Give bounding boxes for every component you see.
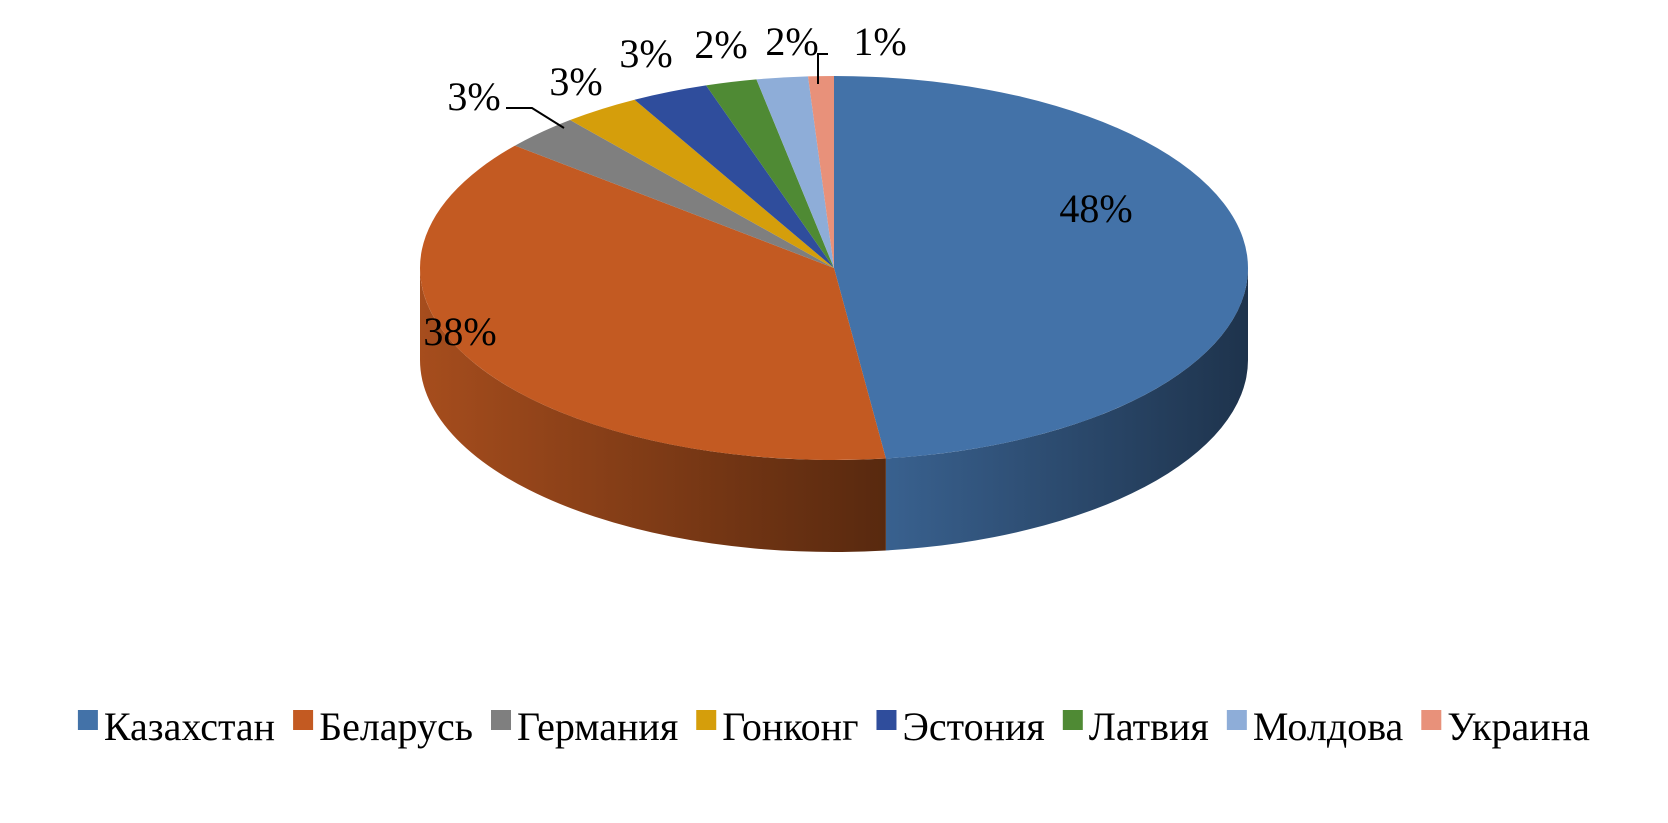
slice-7-молдова: [756, 76, 834, 268]
legend-item-7: Молдова: [1226, 704, 1404, 749]
legend-label-8: Украина: [1447, 704, 1590, 749]
legend-label-2: Беларусь: [319, 704, 473, 749]
legend-label-1: Казахстан: [104, 704, 275, 749]
legend-label-6: Латвия: [1089, 704, 1209, 749]
slice-1-data-label: 48%: [1059, 186, 1132, 231]
slice-2-side-wall: [420, 268, 886, 552]
slice-4-гонконг: [570, 99, 834, 268]
slice-3-data-label: 3%: [447, 74, 500, 119]
slice-6-латвия: [706, 79, 834, 268]
slice-4-data-label: 3%: [549, 59, 602, 104]
legend-marker-7: [1226, 710, 1247, 730]
legend-marker-1: [77, 710, 98, 730]
legend-item-4: Гонконг: [696, 704, 858, 749]
slice-8-data-label: 1%: [853, 19, 906, 64]
slice-3-leader-line: [506, 107, 565, 129]
legend-label-4: Гонконг: [722, 704, 858, 749]
label-leader-lines: [506, 53, 828, 129]
legend-item-2: Беларусь: [293, 704, 473, 749]
slice-3-германия: [515, 120, 834, 268]
legend-label-7: Молдова: [1253, 704, 1404, 749]
slice-5-data-label: 3%: [619, 31, 672, 76]
legend-item-8: Украина: [1421, 704, 1590, 749]
data-labels: 48% 38% 3% 3% 3% 2% 2% 1%: [423, 19, 1132, 354]
legend-item-1: Казахстан: [77, 704, 275, 749]
slice-2-data-label: 38%: [423, 309, 496, 354]
legend-marker-8: [1421, 710, 1442, 730]
legend-label-5: Эстония: [902, 704, 1044, 749]
legend-marker-5: [876, 710, 897, 730]
pie-side-walls: [420, 268, 1248, 552]
legend-label-3: Германия: [517, 704, 678, 749]
legend-item-5: Эстония: [876, 704, 1045, 749]
slice-1-side-wall: [885, 268, 1248, 551]
slice-5-эстония: [634, 85, 834, 268]
slice-7-data-label: 2%: [765, 19, 818, 64]
slice-8-украина: [808, 76, 834, 268]
legend-marker-6: [1062, 710, 1083, 730]
legend-item-6: Латвия: [1062, 704, 1209, 749]
slice-6-data-label: 2%: [694, 22, 747, 67]
legend-marker-4: [696, 710, 717, 730]
legend-item-3: Германия: [491, 704, 678, 749]
slice-8-leader-line: [817, 53, 828, 84]
slice-1-казахстан: [834, 76, 1249, 459]
legend-marker-2: [293, 710, 314, 730]
legend: Казахстан Беларусь Германия Гонконг Эстония Л…: [77, 704, 1590, 749]
pie-slices: [419, 76, 1249, 460]
slice-2-беларусь: [419, 145, 886, 460]
legend-marker-3: [491, 710, 512, 730]
